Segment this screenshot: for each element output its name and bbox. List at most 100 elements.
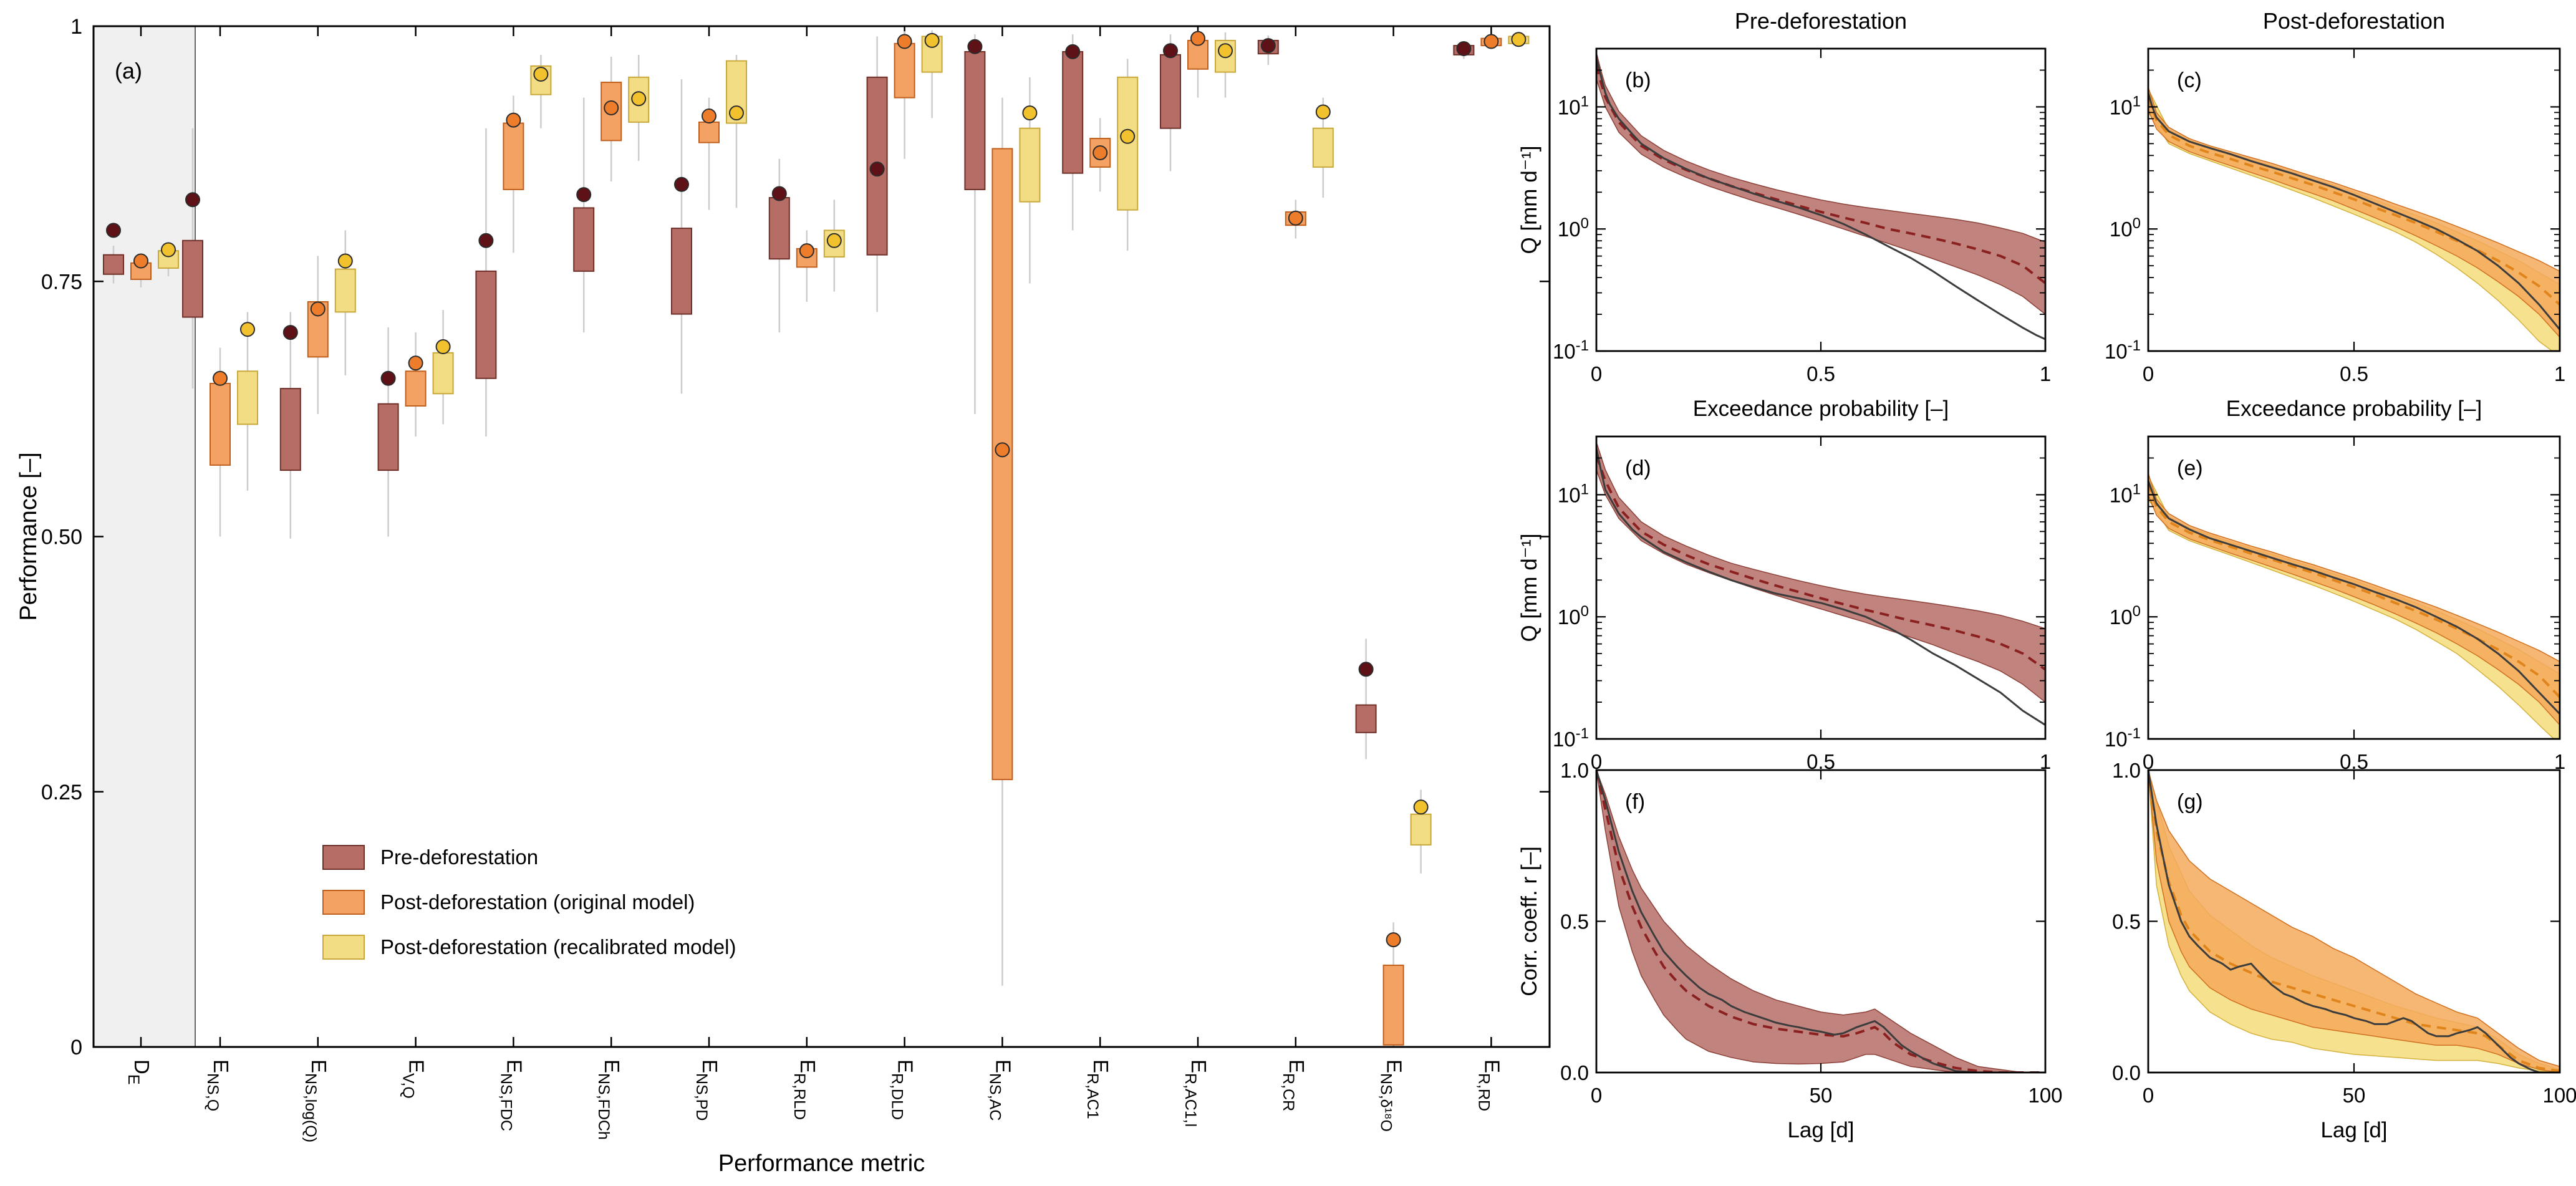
box-recal xyxy=(334,268,356,313)
panel-letter: (f) xyxy=(1625,790,1645,814)
y-tick-label: 0.5 xyxy=(2112,910,2141,933)
observed-line xyxy=(2148,92,2560,330)
uncertainty-band-orig xyxy=(2148,473,2560,726)
dot-recal xyxy=(1511,32,1527,47)
x-tick-label: 0 xyxy=(1591,1084,1602,1107)
y-axis-label: Performance [–] xyxy=(16,452,42,620)
dot-pre xyxy=(1260,38,1276,54)
x-tick-label: 1 xyxy=(2554,750,2565,773)
dot-pre xyxy=(380,370,396,386)
dot-pre xyxy=(674,176,689,192)
y-tick-label: 0.50 xyxy=(41,526,82,549)
dot-recal xyxy=(924,32,940,48)
y-tick-label: 0.5 xyxy=(1560,910,1589,933)
panel-letter: (a) xyxy=(115,58,142,84)
metric-tick-label: ER,CR xyxy=(1280,1059,1308,1111)
model-median-line xyxy=(2148,482,2560,698)
metric-tick-label: ER,AC1 xyxy=(1084,1059,1112,1119)
dot-recal xyxy=(240,322,255,337)
dot-recal xyxy=(161,242,176,258)
dot-pre xyxy=(106,223,121,238)
model-median-line xyxy=(1596,770,2045,1073)
dot-pre xyxy=(1065,44,1081,59)
dot-pre xyxy=(282,325,298,340)
dot-recal xyxy=(1315,104,1331,120)
dot-recal xyxy=(533,66,549,82)
y-tick-label: 10-1 xyxy=(2105,337,2141,363)
dot-pre xyxy=(478,233,494,248)
x-axis-label: Performance metric xyxy=(718,1150,925,1177)
metric-tick-label: ENS,PD xyxy=(693,1059,721,1121)
dot-recal xyxy=(435,339,451,355)
box-recal xyxy=(1410,813,1432,846)
dot-pre xyxy=(185,192,200,208)
x-tick-label: 1 xyxy=(2040,750,2051,773)
legend-swatch-orig xyxy=(322,890,365,915)
dot-pre xyxy=(967,39,983,54)
box-pre xyxy=(671,228,692,315)
dot-recal xyxy=(826,233,842,248)
box-recal xyxy=(237,370,258,425)
dot-orig xyxy=(1093,145,1108,160)
y-axis-label: Q [mm d⁻¹] xyxy=(1517,145,1541,254)
x-tick-label: 0 xyxy=(2143,750,2154,773)
metric-tick-label: ENS,AC xyxy=(986,1059,1015,1121)
y-tick-label: 1 xyxy=(70,15,82,39)
y-tick-label: 10-1 xyxy=(1553,725,1589,751)
observed-line xyxy=(2148,770,2560,1073)
y-tick-label: 10-1 xyxy=(2105,725,2141,751)
observed-line xyxy=(1596,58,2045,340)
box-orig xyxy=(503,122,524,190)
metric-tick-label: ENS,δ¹⁸O xyxy=(1377,1059,1406,1132)
panel-f: 0 50 100 0.0 0.5 1.0 (f) Lag [d] Corr. coeff. r … xyxy=(1517,759,2063,1142)
box-orig xyxy=(698,121,720,143)
dot-orig xyxy=(995,442,1010,458)
dot-pre xyxy=(771,186,787,201)
legend-label-pre: Pre-deforestation xyxy=(380,846,538,869)
dot-pre xyxy=(1163,43,1178,59)
dot-orig xyxy=(799,243,814,259)
x-tick-label: 1 xyxy=(2554,362,2565,385)
metric-tick-label: ENS,log(Q) xyxy=(302,1059,330,1142)
axis-frame xyxy=(1595,47,2047,352)
metric-tick-label: ER,RLD xyxy=(791,1059,819,1120)
metric-tick-label: ER,DLD xyxy=(889,1059,917,1120)
box-orig xyxy=(991,148,1013,781)
box-pre xyxy=(1355,704,1377,733)
observed-line xyxy=(1596,770,2045,1073)
panel-letter: (c) xyxy=(2177,69,2202,92)
metric-tick-label: ER,AC1,l xyxy=(1182,1059,1210,1127)
curves-f xyxy=(1596,770,2045,1073)
uncertainty-band-orig xyxy=(2148,87,2560,338)
dot-pre xyxy=(1358,662,1374,677)
dot-orig xyxy=(702,108,716,124)
y-tick-label: 100 xyxy=(1558,603,1589,629)
x-tick-label: 0.5 xyxy=(1807,362,1835,385)
box-pre xyxy=(475,270,497,379)
metric-tick-label: ENS,FDCh xyxy=(595,1059,624,1140)
panel-a: 0 0.25 0.50 0.75 1 DE ENS,Q ENS,log(Q) EV,Q ENS,F… xyxy=(16,15,1551,1177)
y-tick-label: 0.25 xyxy=(41,781,82,804)
benchmark-shaded-region xyxy=(94,26,195,1047)
y-tick-label: 0.75 xyxy=(41,270,82,294)
y-tick-label: 1.0 xyxy=(1560,759,1589,782)
y-tick-label: 101 xyxy=(1558,481,1589,506)
box-pre xyxy=(1160,54,1181,129)
panel-title: Pre-deforestation xyxy=(1735,8,1907,34)
x-axis-label: Exceedance probability [–] xyxy=(2226,397,2482,421)
curves-e xyxy=(2148,473,2560,739)
dot-orig xyxy=(1190,31,1205,46)
y-tick-label: 1.0 xyxy=(2112,759,2141,782)
uncertainty-band-orig xyxy=(2148,770,2560,1073)
observed-line xyxy=(2148,480,2560,715)
box-pre xyxy=(103,254,124,275)
axis-frame xyxy=(2147,47,2561,352)
curves-b xyxy=(1596,52,2045,340)
panel-g: 0 50 100 0.0 0.5 1.0 (g) Lag [d] xyxy=(2112,759,2576,1142)
x-tick-label: 0 xyxy=(2143,1084,2154,1107)
x-axis-label: Lag [d] xyxy=(1787,1118,1854,1142)
dot-orig xyxy=(408,355,423,371)
dot-recal xyxy=(1120,128,1136,144)
